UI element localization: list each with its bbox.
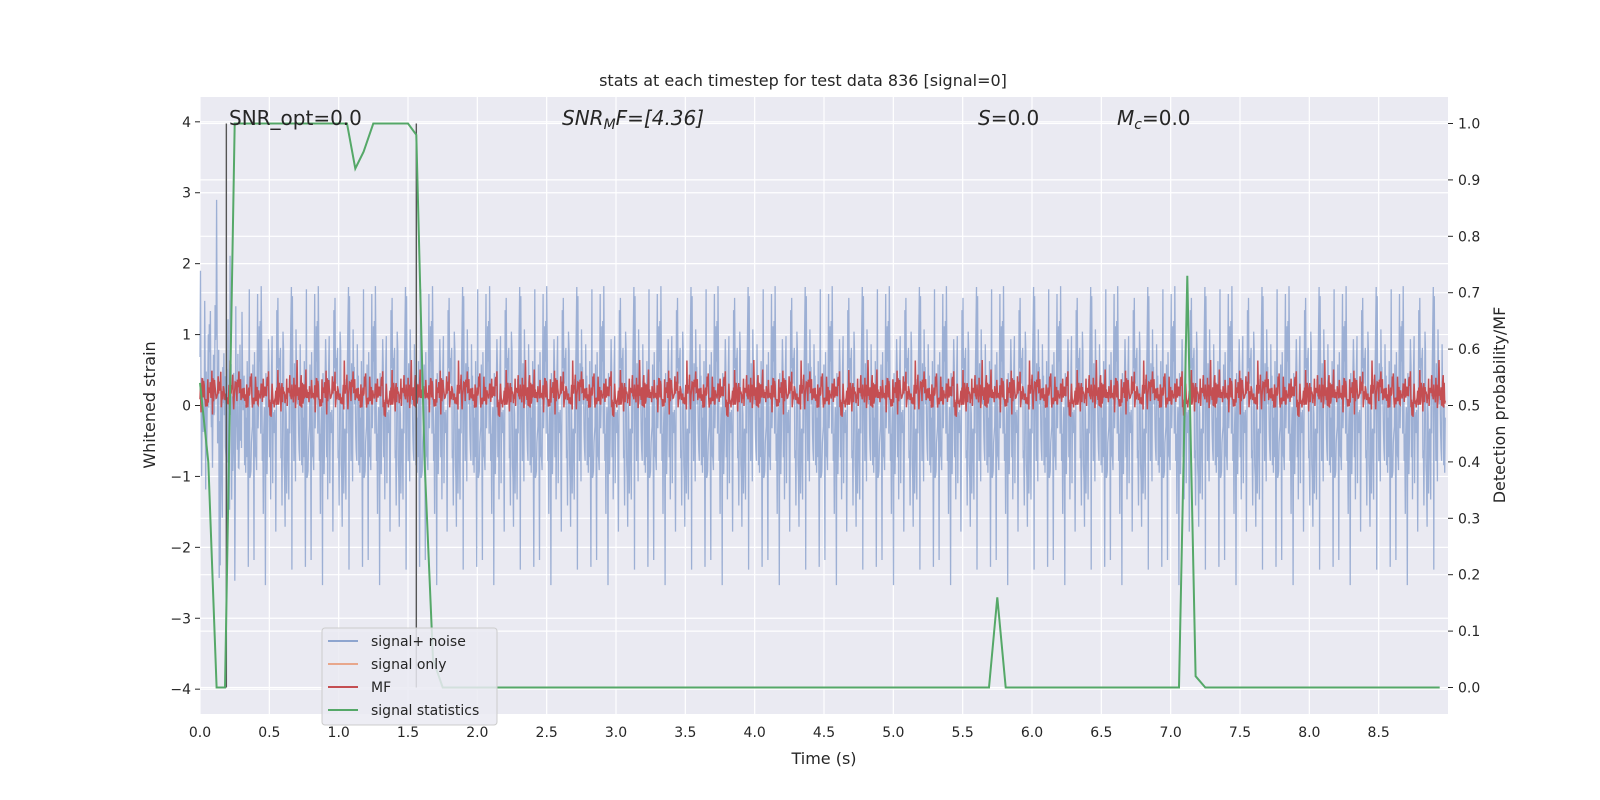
y-left-tick-label: −4	[170, 682, 191, 698]
series-mf	[199, 359, 1446, 417]
x-tick-label: 6.0	[1021, 725, 1043, 741]
legend-label-signal-noise: signal+ noise	[371, 634, 466, 650]
line-mf	[199, 359, 1446, 417]
y-right-tick-label: 0.2	[1458, 568, 1480, 584]
y-right-tick-label: 0.6	[1458, 342, 1480, 358]
annotation-s: S=0.0	[978, 106, 1039, 130]
y-right-tick-label: 0.8	[1458, 229, 1480, 245]
annotation-snr-mf: SNRMF=[4.36]	[562, 106, 704, 133]
x-tick-label: 5.5	[952, 725, 974, 741]
legend-label-signal-only: signal only	[371, 657, 446, 673]
x-tick-label: 4.5	[813, 725, 835, 741]
annotation-mc: Mc=0.0	[1117, 106, 1191, 133]
x-tick-label: 2.5	[536, 725, 558, 741]
series-signal-noise	[199, 199, 1446, 586]
x-tick-label: 0.5	[258, 725, 280, 741]
y-right-tick-label: 0.7	[1458, 286, 1480, 302]
x-tick-label: 6.5	[1090, 725, 1112, 741]
y-right-tick-label: 0.4	[1458, 455, 1480, 471]
y-right-tick-label: 0.9	[1458, 173, 1480, 189]
y-left-tick-label: 1	[182, 328, 191, 344]
y-left-tick-label: 4	[182, 115, 191, 131]
annotation-snr-opt: SNR_opt=0.0	[229, 106, 362, 130]
y-right-tick-label: 0.5	[1458, 399, 1480, 415]
y-right-tick-label: 1.0	[1458, 117, 1480, 133]
y-left-tick-label: −1	[170, 469, 191, 485]
x-tick-label: 0.0	[189, 725, 211, 741]
x-tick-label: 3.0	[605, 725, 627, 741]
x-tick-label: 2.0	[466, 725, 488, 741]
x-axis-ticks: 0.0 0.5 1.0 1.5 2.0 2.5 3.0 3.5 4.0 4.5 5.0 5.5 6.0 6…	[189, 725, 1390, 741]
chart-title: stats at each timestep for test data 836…	[599, 71, 1007, 90]
x-tick-label: 1.5	[397, 725, 419, 741]
y-left-tick-label: 2	[182, 257, 191, 273]
y-right-axis-label: Detection probability/MF	[1490, 307, 1509, 504]
x-tick-label: 4.0	[744, 725, 766, 741]
x-tick-label: 7.5	[1229, 725, 1251, 741]
x-tick-label: 8.5	[1368, 725, 1390, 741]
y-left-tick-label: 0	[182, 399, 191, 415]
y-left-tick-label: 3	[182, 186, 191, 202]
x-tick-label: 7.0	[1160, 725, 1182, 741]
x-axis-label: Time (s)	[790, 749, 856, 768]
line-signal-noise	[199, 199, 1446, 586]
y-left-tick-label: −3	[170, 611, 191, 627]
legend-label-mf: MF	[371, 680, 391, 696]
y-right-tick-label: 0.0	[1458, 680, 1480, 696]
y-right-tick-label: 0.1	[1458, 624, 1480, 640]
y-right-tick-label: 0.3	[1458, 511, 1480, 527]
legend-label-signal-statistics: signal statistics	[371, 703, 479, 719]
y-right-axis-ticks: 0.0 0.1 0.2 0.3 0.4 0.5 0.6 0.7 0.8 0.9 1.0	[1448, 117, 1480, 696]
x-tick-label: 1.0	[328, 725, 350, 741]
y-left-tick-label: −2	[170, 540, 191, 556]
y-left-axis-ticks: −4 −3 −2 −1 0 1 2 3 4	[170, 115, 200, 698]
x-tick-label: 5.0	[882, 725, 904, 741]
x-tick-label: 3.5	[674, 725, 696, 741]
x-tick-label: 8.0	[1298, 725, 1320, 741]
legend: signal+ noise signal only MF signal stat…	[321, 627, 498, 726]
y-left-axis-label: Whitened strain	[140, 341, 159, 468]
legend-box	[321, 627, 498, 726]
